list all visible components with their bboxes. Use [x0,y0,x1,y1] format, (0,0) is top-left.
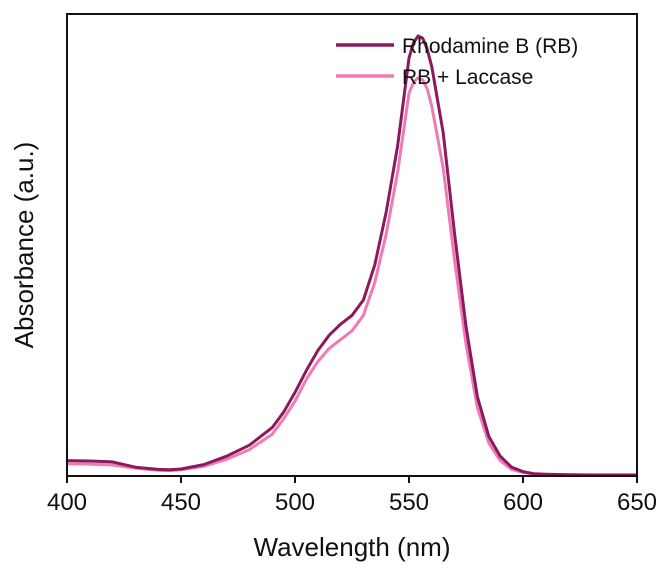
x-axis-title: Wavelength (nm) [254,532,451,562]
ticks-layer: 400 450 500 550 600 650 [47,476,657,516]
y-axis-title: Absorbance (a.u.) [9,142,39,349]
series-line-1 [67,36,637,475]
x-tick-label: 550 [389,489,429,516]
plot-frame [67,14,637,476]
x-tick-label: 450 [161,489,201,516]
x-tick-label: 650 [617,489,657,516]
series-line-2 [67,78,637,475]
legend-label-2: RB + Laccase [402,66,533,89]
x-tick-label: 600 [503,489,543,516]
x-tick-label: 400 [47,489,87,516]
legend-label-1: Rhodamine B (RB) [402,35,578,58]
x-tick-label: 500 [275,489,315,516]
series-layer [67,36,637,475]
legend: Rhodamine B (RB) RB + Laccase [336,35,578,89]
